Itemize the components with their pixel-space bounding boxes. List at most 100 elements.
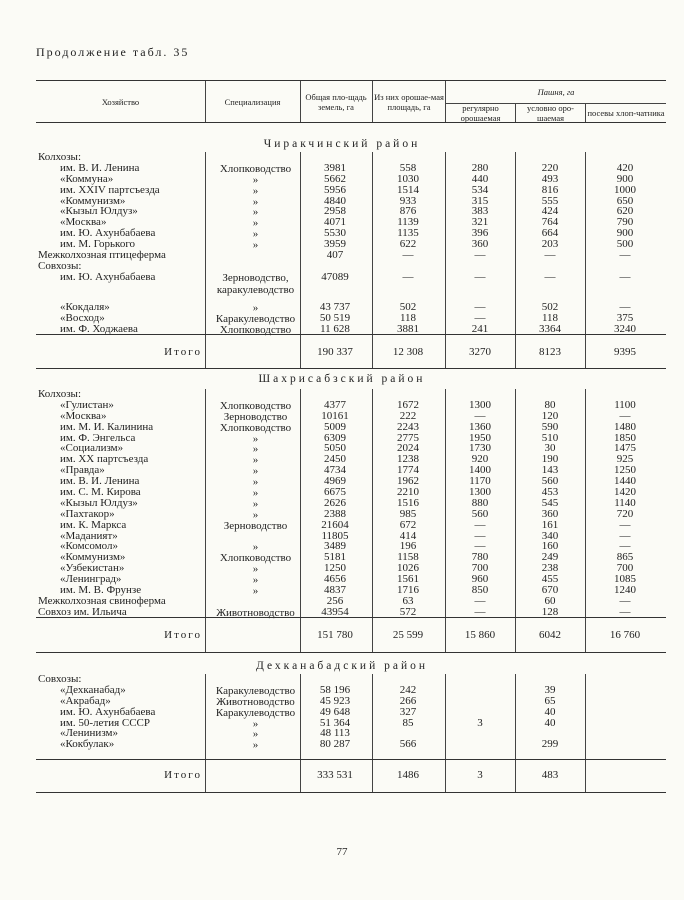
total-area: 47089 <box>321 270 349 283</box>
rule <box>36 652 666 653</box>
farm-name: им. Ф. Энгельса <box>60 431 136 444</box>
irrigated-area: 558 <box>399 161 417 174</box>
specialization: Животноводство <box>216 606 295 619</box>
table-row: им. Ю. Ахунбабаева Зерноводство, каракуле… <box>0 270 684 302</box>
district-title: Дехканабадский район <box>255 660 429 672</box>
total-label: Итого <box>164 769 202 781</box>
total-area: 4969 <box>324 475 346 488</box>
table-row: им. XXIV партсъезда » 5956 1514 534 816 1000 <box>0 183 684 196</box>
irrigated-area: 1139 <box>397 216 419 229</box>
divider <box>585 104 586 122</box>
cotton-area: 700 <box>616 562 634 575</box>
irrigated-area: 3881 <box>397 322 419 335</box>
irrigated-area: 1026 <box>397 562 419 575</box>
header-arable: Пашня, га <box>537 87 575 97</box>
regular-irrigated: 850 <box>471 584 489 597</box>
total-area: 2958 <box>324 205 346 218</box>
table-row: «Москва» » 4071 1139 321 764 790 <box>0 216 684 229</box>
total-area: 11 628 <box>320 322 350 335</box>
table-row: «Москва» Зерноводство 10161 222 — 120 — <box>0 410 684 422</box>
cotton-area: 790 <box>616 216 634 229</box>
divider <box>445 617 446 652</box>
farm-name: «Дехканабад» <box>60 683 126 696</box>
conditional-irrigated: 30 <box>544 442 556 455</box>
total-row: Итого 333 531 1486 3 483 <box>0 768 684 782</box>
table-row: Совхозы: <box>0 674 684 685</box>
irrigated-area: 933 <box>399 194 417 207</box>
total-value: 25 599 <box>392 629 424 641</box>
rule <box>36 368 666 369</box>
table-row: Колхозы: <box>0 152 684 163</box>
table-row: Совхозы: <box>0 260 684 272</box>
conditional-irrigated: 453 <box>541 486 559 499</box>
cotton-area: 650 <box>616 194 634 207</box>
specialization: » <box>252 563 259 576</box>
cotton-area: 1250 <box>614 464 636 477</box>
table-row: им. Ф. Ходжаева Хлопководство 11 628 3881 24… <box>0 322 684 335</box>
total-area: 4840 <box>324 194 346 207</box>
divider <box>446 103 666 104</box>
header-bottom-rule <box>36 122 666 123</box>
specialization: Хлопководство <box>219 552 292 565</box>
total-area: 58 196 <box>319 683 351 696</box>
table-row: Совхоз им. Ильича Животноводство 43954 572 —… <box>0 606 684 619</box>
total-area: 51 364 <box>319 716 351 729</box>
total-area: 5050 <box>324 442 346 455</box>
farm-name: им. XX партсъезда <box>60 453 149 466</box>
total-area: 1250 <box>324 562 346 575</box>
divider <box>445 81 446 122</box>
table-row: им. С. М. Кирова » 6675 2210 1300 453 1420 <box>0 486 684 499</box>
header-spec: Специализация <box>224 96 281 107</box>
regular-irrigated: — <box>474 540 486 553</box>
farm-name: Колхозы: <box>38 388 82 400</box>
conditional-irrigated: 764 <box>541 216 559 229</box>
total-value: 3270 <box>469 346 491 358</box>
specialization: » <box>252 239 259 252</box>
irrigated-area: 85 <box>402 716 414 729</box>
divider <box>300 334 301 368</box>
total-area: 3959 <box>324 238 346 251</box>
cotton-area: — <box>619 300 631 313</box>
regular-irrigated: 1950 <box>469 431 491 444</box>
regular-irrigated: 280 <box>471 161 489 174</box>
cotton-area: 900 <box>616 172 634 185</box>
table-row: «Комсомол» » 3489 196 — 160 — <box>0 540 684 553</box>
divider <box>205 759 206 792</box>
farm-name: «Коммунизм» <box>60 194 126 207</box>
farm-name: им. XXIV партсъезда <box>60 183 160 196</box>
irrigated-area: 1672 <box>397 398 419 411</box>
table-row: «Узбекистан» » 1250 1026 700 238 700 <box>0 562 684 576</box>
farm-name: Совхозы: <box>38 673 82 685</box>
district-rows: Колхозы: им. В. И. Ленина Хлопководство 398… <box>0 152 684 336</box>
farm-name: им. М. В. Фрунзе <box>60 584 142 597</box>
rule <box>36 759 666 760</box>
table-row: «Пахтакор» » 2388 985 560 360 720 <box>0 508 684 520</box>
total-area: 11805 <box>321 529 349 542</box>
irrigated-area: 1030 <box>397 172 419 185</box>
conditional-irrigated: 560 <box>541 475 559 488</box>
irrigated-area: 876 <box>399 205 417 218</box>
divider <box>585 674 586 759</box>
table-row: «Кызыл Юлдуз» » 2958 876 383 424 620 <box>0 205 684 218</box>
cotton-area: 1420 <box>614 486 636 499</box>
conditional-irrigated: 143 <box>541 464 559 477</box>
cotton-area: 1475 <box>614 442 636 455</box>
total-area: 407 <box>326 249 344 262</box>
regular-irrigated: 700 <box>471 562 489 575</box>
divider <box>445 334 446 368</box>
divider <box>205 81 206 122</box>
table-row: «Восход» Каракулеводство 50 519 118 — 118 375 <box>0 312 684 324</box>
regular-irrigated: 1300 <box>469 398 491 411</box>
farm-name: «Коммунизм» <box>60 551 126 564</box>
conditional-irrigated: 3364 <box>539 322 561 335</box>
irrigated-area: 1962 <box>397 475 419 488</box>
conditional-irrigated: 555 <box>541 194 559 207</box>
total-row: Итого 151 780 25 599 15 860 6042 16 760 <box>0 628 684 642</box>
specialization: » <box>252 497 259 510</box>
table-row: «Гулистан» Хлопководство 4377 1672 1300 80 110… <box>0 398 684 411</box>
regular-irrigated: 440 <box>471 172 489 185</box>
conditional-irrigated: — <box>544 249 556 262</box>
conditional-irrigated: 299 <box>541 738 559 751</box>
cotton-area: — <box>619 594 631 607</box>
